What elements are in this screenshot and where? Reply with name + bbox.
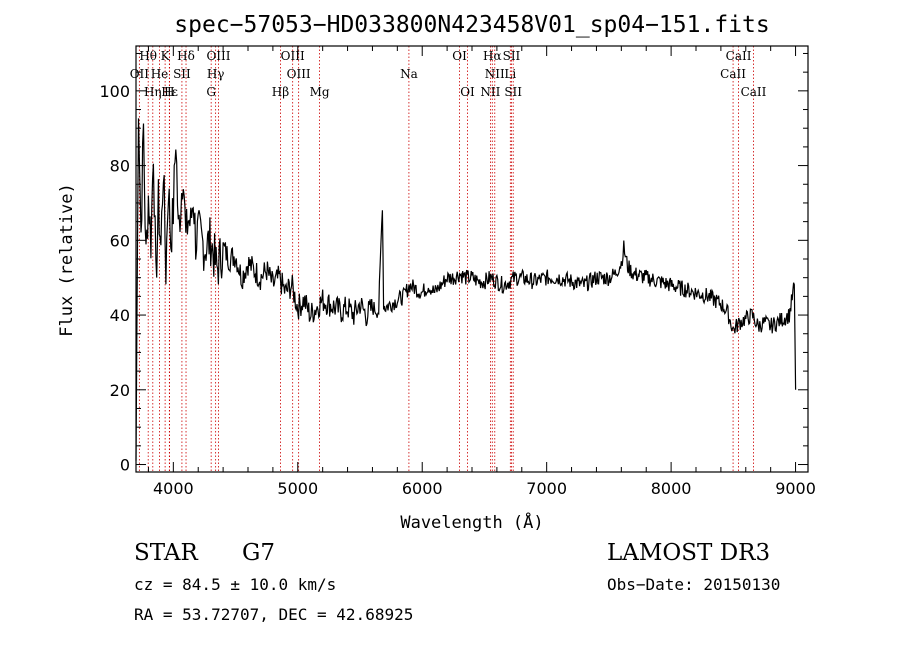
spectral-line-label: Li bbox=[504, 67, 516, 81]
spectral-line-label: OIII bbox=[287, 67, 311, 81]
y-axis-label: Flux (relative) bbox=[57, 183, 77, 337]
subclass: G7 bbox=[242, 540, 275, 566]
y-tick-label: 80 bbox=[110, 157, 130, 176]
spectral-line-label: Mg bbox=[310, 85, 330, 99]
spectral-line-label: Hη bbox=[144, 85, 162, 99]
y-tick-label: 20 bbox=[110, 381, 130, 400]
y-tick-label: 60 bbox=[110, 231, 130, 250]
spectral-line-label: OI bbox=[452, 49, 467, 63]
spectral-line-label: SII bbox=[503, 49, 521, 63]
spectral-line-label: CaII bbox=[720, 67, 746, 81]
x-tick-label: 4000 bbox=[153, 479, 194, 498]
spectral-line-label: Hβ bbox=[272, 85, 289, 99]
x-tick-label: 8000 bbox=[651, 479, 692, 498]
spectral-line-label: He bbox=[151, 67, 169, 81]
spectral-line-label: K bbox=[161, 49, 171, 63]
spectral-lines-layer bbox=[138, 46, 754, 472]
spectral-line-label: Hδ bbox=[177, 49, 195, 63]
spectral-line-label: NII bbox=[480, 85, 500, 99]
y-tick-label: 100 bbox=[99, 82, 130, 101]
x-tick-label: 6000 bbox=[402, 479, 443, 498]
cz-value: cz = 84.5 ± 10.0 km/s bbox=[134, 575, 336, 594]
spectral-line-label: Hα bbox=[483, 49, 502, 63]
x-tick-label: 7000 bbox=[526, 479, 567, 498]
spectral-line-label: Hε bbox=[161, 85, 178, 99]
object-class: STAR bbox=[134, 540, 198, 566]
y-tick-label: 40 bbox=[110, 306, 130, 325]
coordinates: RA = 53.72707, DEC = 42.68925 bbox=[134, 605, 413, 624]
spectral-line-label: Na bbox=[400, 67, 418, 81]
spectral-line-label: SII bbox=[504, 85, 522, 99]
spectral-line-label: H bbox=[164, 85, 174, 99]
x-tick-label: 5000 bbox=[277, 479, 318, 498]
spectral-line-label: Hθ bbox=[139, 49, 157, 63]
x-axis-ticks: 4000 5000 6000 7000 8000 9000 bbox=[147, 46, 816, 498]
flux-series-line bbox=[135, 118, 797, 461]
spectral-line-label: G bbox=[206, 85, 216, 99]
chart-title: spec−57053−HD033800N423458V01_sp04−151.f… bbox=[174, 12, 769, 38]
spectral-line-label: OIII bbox=[206, 49, 230, 63]
spectral-line-label: SII bbox=[173, 67, 191, 81]
y-tick-label: 0 bbox=[120, 456, 130, 475]
spectral-line-label: OIII bbox=[281, 49, 305, 63]
spectral-line-label: CaII bbox=[726, 49, 752, 63]
spectral-line-label: NII bbox=[485, 67, 505, 81]
x-axis-label: Wavelength (Å) bbox=[400, 511, 543, 533]
obs-date: Obs−Date: 20150130 bbox=[607, 575, 780, 594]
y-axis-ticks: 0 20 40 60 80 100 bbox=[99, 52, 808, 475]
spectral-line-label: OI bbox=[460, 85, 475, 99]
spectral-line-label: OII bbox=[130, 67, 150, 81]
spectral-line-label: CaII bbox=[741, 85, 767, 99]
survey-name: LAMOST DR3 bbox=[607, 540, 770, 566]
spectral-line-label: Hγ bbox=[207, 67, 225, 81]
x-tick-label: 9000 bbox=[775, 479, 816, 498]
